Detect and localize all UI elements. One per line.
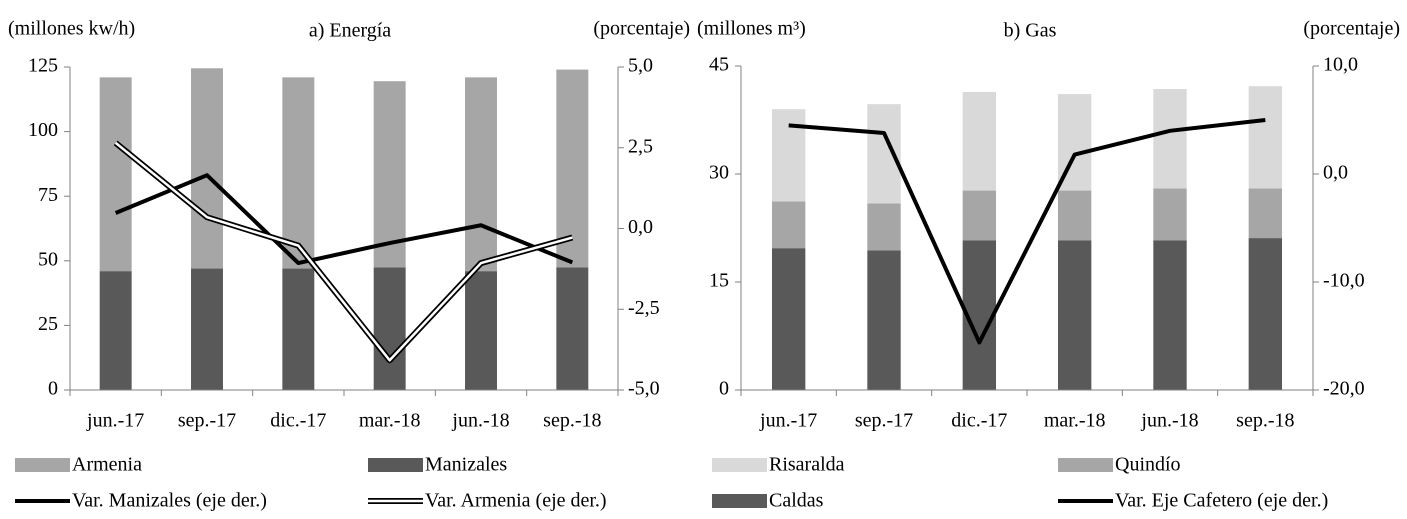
legend-label: Manizales bbox=[425, 454, 507, 476]
bar bbox=[282, 77, 315, 269]
legend-swatch bbox=[15, 458, 70, 472]
legend-label: Quindío bbox=[1115, 454, 1181, 476]
legend-label: Var. Manizales (eje der.) bbox=[72, 490, 267, 512]
y-tick-label: 50 bbox=[38, 248, 58, 270]
bar bbox=[1248, 86, 1283, 189]
legend-label: Risaralda bbox=[769, 454, 845, 476]
x-tick-label: mar.-18 bbox=[359, 410, 421, 432]
legend-swatch bbox=[1058, 458, 1113, 472]
y2-tick-label: 10,0 bbox=[1323, 54, 1358, 76]
bar bbox=[1057, 190, 1092, 241]
y-tick-label: 125 bbox=[28, 55, 58, 77]
y-tick-label: 25 bbox=[38, 313, 58, 335]
y-tick-label: 100 bbox=[28, 119, 58, 141]
bar bbox=[1153, 240, 1187, 390]
y2-tick-label: 2,5 bbox=[628, 135, 653, 157]
bar bbox=[282, 268, 315, 390]
legend-label: Var. Armenia (eje der.) bbox=[425, 490, 607, 512]
y2-axis-label: (porcentaje) bbox=[593, 18, 690, 40]
bar bbox=[191, 268, 223, 390]
x-tick-label: mar.-18 bbox=[1044, 410, 1106, 432]
x-tick-label: dic.-17 bbox=[270, 410, 326, 432]
y-tick-label: 30 bbox=[709, 162, 729, 184]
legend-label: Var. Eje Cafetero (eje der.) bbox=[1115, 490, 1328, 512]
y2-tick-label: -20,0 bbox=[1323, 378, 1365, 400]
x-tick-label: sep.-17 bbox=[178, 410, 236, 432]
bar bbox=[465, 271, 497, 390]
y-tick-label: 0 bbox=[719, 378, 729, 400]
bar bbox=[962, 91, 997, 191]
bar bbox=[1248, 238, 1283, 390]
x-tick-label: jun.-18 bbox=[451, 410, 509, 432]
y2-tick-label: 0,0 bbox=[1323, 162, 1348, 184]
bar bbox=[556, 69, 589, 268]
legend-label: Armenia bbox=[72, 454, 142, 476]
y2-tick-label: -2,5 bbox=[628, 297, 660, 319]
bar bbox=[771, 201, 806, 249]
bar bbox=[465, 77, 497, 272]
x-tick-label: sep.-18 bbox=[543, 410, 601, 432]
y-tick-label: 75 bbox=[38, 184, 58, 206]
chart-title: a) Energía bbox=[309, 20, 391, 42]
bar bbox=[556, 267, 589, 390]
y-axis-label: (millones m³) bbox=[697, 18, 806, 40]
line-series bbox=[114, 173, 574, 266]
bar bbox=[191, 68, 223, 269]
bar bbox=[373, 267, 406, 390]
bar bbox=[867, 203, 901, 251]
bar bbox=[771, 109, 806, 202]
chart-title: b) Gas bbox=[1004, 20, 1057, 42]
bar bbox=[1153, 89, 1187, 189]
bar bbox=[1057, 240, 1092, 390]
x-tick-label: jun.-17 bbox=[86, 410, 144, 432]
y-tick-label: 15 bbox=[709, 270, 729, 292]
legend-label: Caldas bbox=[769, 490, 824, 512]
legend-swatch bbox=[368, 458, 423, 472]
y2-axis-label: (porcentaje) bbox=[1303, 18, 1400, 40]
y2-tick-label: 0,0 bbox=[628, 216, 653, 238]
y-tick-label: 45 bbox=[709, 54, 729, 76]
bar bbox=[99, 77, 132, 272]
y-axis-label: (millones kw/h) bbox=[8, 18, 135, 40]
x-tick-label: sep.-18 bbox=[1236, 410, 1294, 432]
bar bbox=[1153, 188, 1187, 241]
bar bbox=[867, 250, 901, 390]
y2-tick-label: -10,0 bbox=[1323, 270, 1365, 292]
bar bbox=[771, 248, 806, 390]
line-series bbox=[788, 118, 1266, 345]
line-series-inner bbox=[114, 141, 573, 362]
x-tick-label: sep.-17 bbox=[855, 410, 913, 432]
y2-tick-label: -5,0 bbox=[628, 378, 660, 400]
y2-tick-label: 5,0 bbox=[628, 55, 653, 77]
x-tick-label: jun.-17 bbox=[759, 410, 817, 432]
x-tick-label: dic.-17 bbox=[951, 410, 1007, 432]
bar bbox=[373, 81, 406, 268]
bar bbox=[99, 271, 132, 390]
y-tick-label: 0 bbox=[48, 378, 58, 400]
bar bbox=[1248, 188, 1283, 239]
legend-swatch bbox=[712, 494, 767, 508]
legend-swatch bbox=[712, 458, 767, 472]
bar bbox=[962, 190, 997, 241]
x-tick-label: jun.-18 bbox=[1140, 410, 1198, 432]
